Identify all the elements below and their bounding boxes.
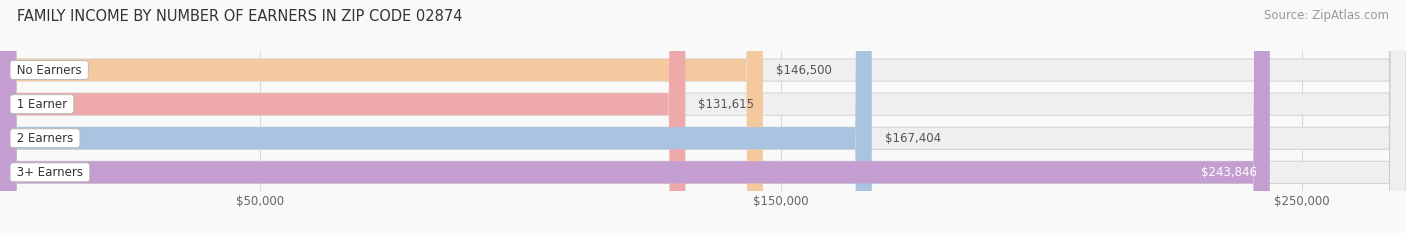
Text: 1 Earner: 1 Earner <box>13 98 70 111</box>
Text: 2 Earners: 2 Earners <box>13 132 77 145</box>
Text: FAMILY INCOME BY NUMBER OF EARNERS IN ZIP CODE 02874: FAMILY INCOME BY NUMBER OF EARNERS IN ZI… <box>17 9 463 24</box>
FancyBboxPatch shape <box>0 0 685 233</box>
Text: No Earners: No Earners <box>13 64 86 76</box>
Text: Source: ZipAtlas.com: Source: ZipAtlas.com <box>1264 9 1389 22</box>
FancyBboxPatch shape <box>0 0 763 233</box>
Text: 3+ Earners: 3+ Earners <box>13 166 87 179</box>
FancyBboxPatch shape <box>0 0 872 233</box>
Text: $243,846: $243,846 <box>1201 166 1257 179</box>
Text: $131,615: $131,615 <box>699 98 755 111</box>
Text: $146,500: $146,500 <box>776 64 832 76</box>
FancyBboxPatch shape <box>0 0 1270 233</box>
Text: $167,404: $167,404 <box>884 132 941 145</box>
